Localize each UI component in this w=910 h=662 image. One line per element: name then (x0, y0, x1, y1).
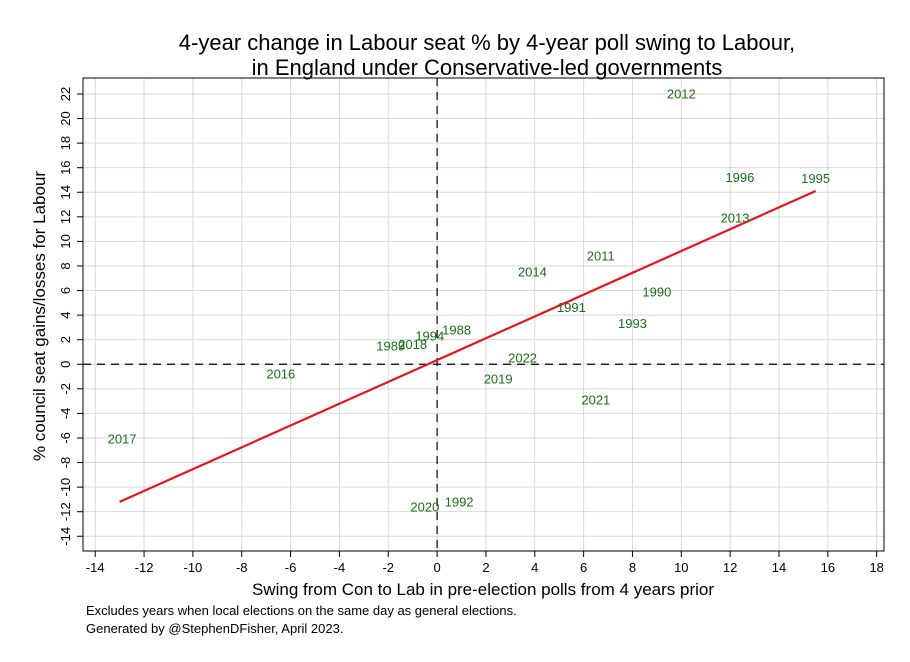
x-tick-label: -8 (236, 560, 248, 575)
point-label-2019: 2019 (484, 372, 513, 387)
point-label-1988: 1988 (442, 322, 471, 337)
x-tick-label: -14 (86, 560, 105, 575)
plot-frame (82, 77, 885, 552)
x-tick-label: 0 (433, 560, 440, 575)
x-tick-label: -10 (183, 560, 202, 575)
point-label-1991: 1991 (557, 300, 586, 315)
point-label-1994: 1994 (415, 329, 444, 344)
x-tick-label: -6 (285, 560, 297, 575)
y-tick-label: 6 (58, 287, 73, 294)
y-tick-label: -8 (58, 457, 73, 469)
x-tick-label: 4 (531, 560, 538, 575)
footnote-line-2: Generated by @StephenDFisher, April 2023… (86, 621, 343, 636)
y-tick-label: -2 (58, 383, 73, 395)
point-label-2020: 2020 (410, 499, 439, 514)
point-label-1995: 1995 (801, 171, 830, 186)
x-axis-ticks: -14 -12 -10 -8 -6 -4 -2 0 2 4 6 8 10 12 14 16 18 (86, 551, 884, 575)
fit-line-layer (119, 190, 817, 503)
point-label-1990: 1990 (642, 284, 671, 299)
point-label-2018: 2018 (398, 337, 427, 352)
x-tick-label: -12 (135, 560, 154, 575)
y-tick-label: 18 (58, 136, 73, 150)
y-axis-title: % council seat gains/losses for Labour (30, 171, 49, 461)
point-label-1992: 1992 (445, 494, 474, 509)
x-axis-title: Swing from Con to Lab in pre-election po… (252, 580, 714, 599)
y-tick-label: 12 (58, 210, 73, 224)
point-label-2012: 2012 (667, 86, 696, 101)
y-tick-label: 10 (58, 234, 73, 248)
footnote-line-1: Excludes years when local elections on t… (86, 603, 517, 618)
x-tick-label: 2 (482, 560, 489, 575)
y-tick-label: 20 (58, 111, 73, 125)
y-tick-label: -10 (58, 478, 73, 497)
x-tick-label: 8 (629, 560, 636, 575)
x-tick-label: 16 (821, 560, 835, 575)
x-tick-label: -2 (382, 560, 394, 575)
x-tick-label: 12 (723, 560, 737, 575)
grid-layer (83, 78, 884, 551)
points-layer: 2012 1996 1995 2013 2011 2014 1990 1991 1993 1988… (108, 86, 830, 514)
chart-title-line-1: 4-year change in Labour seat % by 4-year… (179, 30, 795, 55)
fit-line (119, 190, 817, 503)
point-label-2013: 2013 (721, 211, 750, 226)
point-label-1996: 1996 (725, 170, 754, 185)
point-label-2017: 2017 (108, 432, 137, 447)
y-tick-label: 22 (58, 87, 73, 101)
y-tick-label: 16 (58, 160, 73, 174)
y-tick-label: 8 (58, 262, 73, 269)
point-label-2014: 2014 (518, 265, 547, 280)
y-tick-label: 14 (58, 185, 73, 199)
y-tick-label: -6 (58, 432, 73, 444)
x-tick-label: 14 (772, 560, 786, 575)
point-label-2016: 2016 (266, 367, 295, 382)
point-label-2021: 2021 (581, 392, 610, 407)
x-tick-label: 18 (869, 560, 883, 575)
point-label-2011: 2011 (587, 249, 615, 264)
point-label-1989: 1989 (376, 338, 405, 353)
y-tick-label: 0 (58, 361, 73, 368)
y-tick-label: 2 (58, 336, 73, 343)
x-tick-label: -4 (334, 560, 346, 575)
y-tick-label: -4 (58, 408, 73, 420)
x-tick-label: 6 (580, 560, 587, 575)
y-tick-label: 4 (58, 311, 73, 318)
y-tick-label: -12 (58, 502, 73, 521)
x-tick-label: 10 (674, 560, 688, 575)
reference-lines (83, 78, 884, 551)
y-tick-label: -14 (58, 527, 73, 546)
point-label-2022: 2022 (508, 351, 537, 366)
point-label-1993: 1993 (618, 316, 647, 331)
y-axis-ticks: -14 -12 -10 -8 -6 -4 -2 0 2 4 6 8 10 12 14 16 18 20 22 (58, 87, 83, 546)
chart-title-line-2: in England under Conservative-led govern… (252, 55, 723, 80)
